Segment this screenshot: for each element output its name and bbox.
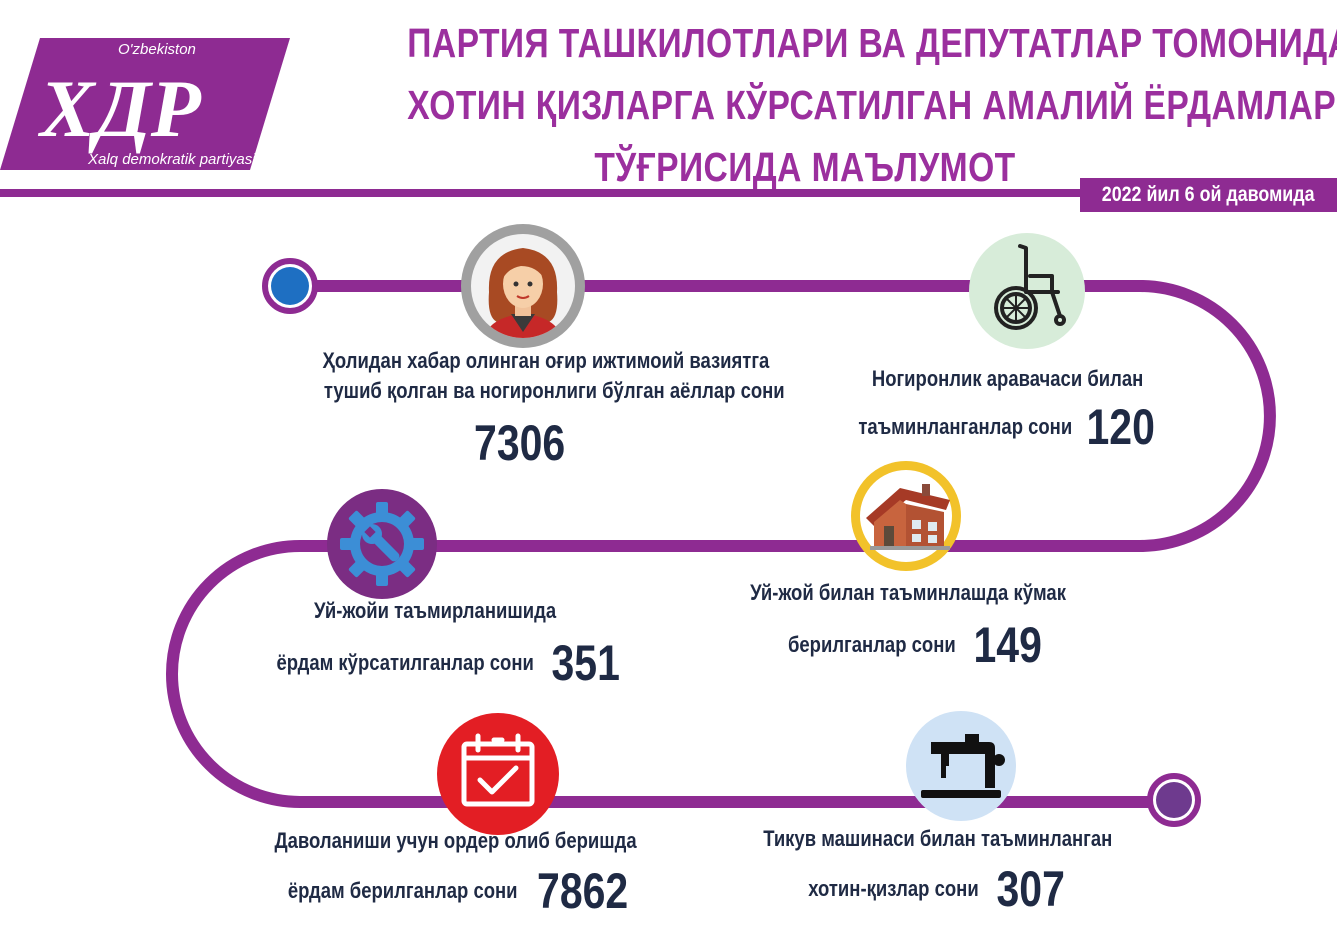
- item-wheelchair-label-1: Ногиронлик аравачаси билан: [871, 366, 1144, 391]
- header-divider: [0, 189, 1080, 197]
- item-house-label-2: берилганлар сони: [787, 632, 956, 657]
- item-sewing-value: 307: [996, 861, 1065, 917]
- item-house-line-2: берилганлар сони 149: [772, 618, 1072, 672]
- party-logo: O'zbekiston ХДР Xalq demokratik partiyas…: [0, 38, 290, 170]
- page-title: ПАРТИЯ ТАШКИЛОТЛАРИ ВА ДЕПУТАТЛАР ТОМОНИ…: [407, 12, 1337, 198]
- wheelchair-icon: [969, 233, 1085, 349]
- item-wheelchair-label-2: таъминланганлар сони: [858, 414, 1073, 439]
- sewing-machine-icon: [906, 711, 1016, 821]
- title-line-3: ТЎҒРИСИДА МАЪЛУМОТ: [594, 144, 1016, 190]
- item-treatment-label-2: ёрдам берилганлар сони: [287, 878, 518, 903]
- period-badge: 2022 йил 6 ой давомида: [1080, 178, 1337, 212]
- item-sewing-label-1: Тикув машинаси билан таъминланган: [763, 826, 1113, 851]
- item-repair-value: 351: [551, 635, 621, 691]
- item-house-value: 149: [973, 617, 1042, 673]
- title-line-2: ХОТИН ҚИЗЛАРГА КЎРСАТИЛГАН АМАЛИЙ ЁРДАМЛ…: [407, 82, 1337, 128]
- logo-main-text: ХДР: [37, 63, 202, 154]
- end-node: [1147, 773, 1201, 827]
- item-repair-label-2: ёрдам кўрсатилганлар сони: [276, 650, 534, 675]
- item-treatment-line-2: ёрдам берилганлар сони 7862: [266, 864, 666, 918]
- logo-top-text: O'zbekiston: [118, 41, 196, 58]
- item-treatment-label-1: Даволаниши учун ордер олиб беришда: [274, 828, 637, 853]
- item-sewing-label-2: хотин-қизлар сони: [808, 876, 979, 901]
- start-node: [262, 258, 318, 314]
- item-treatment-value: 7862: [537, 863, 629, 919]
- item-woman-value-wrap: 7306: [440, 416, 600, 470]
- item-house-label-1: Уй-жой билан таъминлашда кўмак: [750, 580, 1066, 605]
- item-repair-label-1: Уй-жойи таъмирланишида: [313, 598, 557, 623]
- item-wheelchair-value: 120: [1086, 399, 1155, 455]
- item-woman-value: 7306: [474, 415, 566, 471]
- item-repair-line-2: ёрдам кўрсатилганлар сони 351: [252, 636, 652, 690]
- title-line-1: ПАРТИЯ ТАШКИЛОТЛАРИ ВА ДЕПУТАТЛАР ТОМОНИ…: [407, 20, 1337, 66]
- woman-avatar-icon: [461, 224, 585, 348]
- calendar-check-icon: [437, 713, 559, 835]
- item-woman-label: Ҳолидан хабар олинган оғир ижтимоий вази…: [322, 348, 785, 403]
- item-wheelchair-line-2: таъминланганлар сони 120: [838, 400, 1178, 454]
- logo-sub-text: Xalq demokratik partiyasi: [87, 151, 256, 168]
- wrench-gear-icon: [327, 489, 437, 599]
- house-icon: [851, 461, 961, 571]
- item-sewing-line-2: хотин-қизлар сони 307: [792, 862, 1092, 916]
